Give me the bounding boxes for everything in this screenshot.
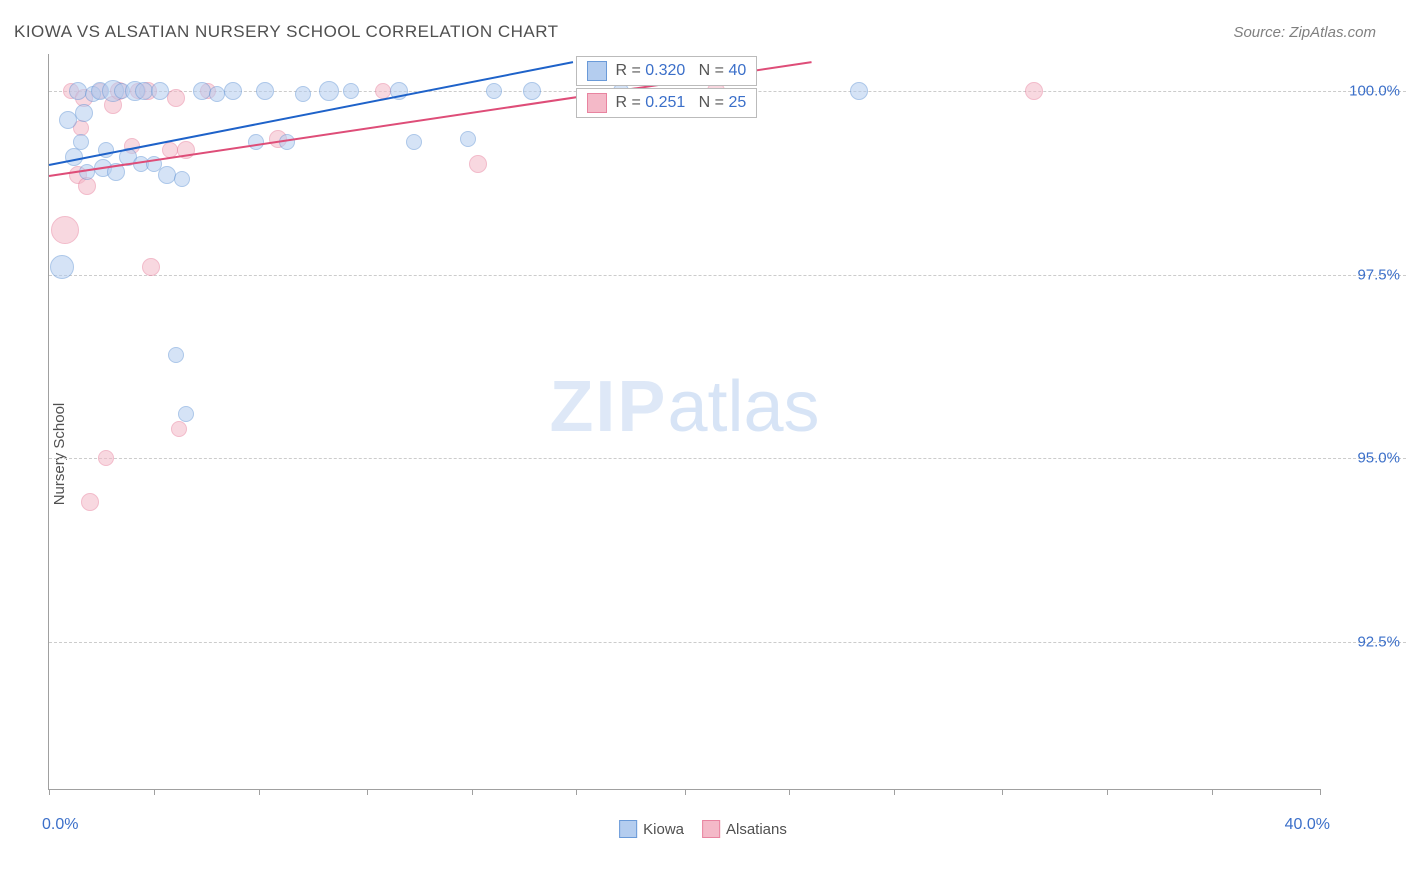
y-tick-label: 100.0%	[1349, 82, 1400, 99]
x-tick	[259, 789, 260, 795]
watermark: ZIPatlas	[549, 366, 819, 448]
scatter-point-kiowa	[343, 83, 359, 99]
scatter-point-kiowa	[460, 131, 476, 147]
y-tick-label: 95.0%	[1357, 450, 1400, 467]
scatter-point-kiowa	[151, 82, 169, 100]
scatter-point-alsatians	[81, 493, 99, 511]
legend-item-kiowa[interactable]: Kiowa	[619, 820, 684, 838]
scatter-point-kiowa	[209, 86, 225, 102]
x-tick	[576, 789, 577, 795]
gridline	[49, 275, 1406, 276]
scatter-point-alsatians	[1025, 82, 1043, 100]
scatter-point-kiowa	[406, 134, 422, 150]
x-tick	[789, 789, 790, 795]
watermark-light: atlas	[667, 367, 819, 447]
scatter-point-kiowa	[174, 171, 190, 187]
chart-container: Nursery School ZIPatlas 100.0%97.5%95.0%…	[0, 54, 1406, 854]
scatter-point-alsatians	[98, 450, 114, 466]
scatter-point-kiowa	[224, 82, 242, 100]
plot-area: ZIPatlas 100.0%97.5%95.0%92.5%R = 0.320 …	[48, 54, 1320, 790]
stat-text-kiowa: R = 0.320 N = 40	[615, 62, 746, 80]
scatter-point-kiowa	[178, 406, 194, 422]
scatter-point-kiowa	[75, 104, 93, 122]
x-axis-max-label: 40.0%	[1285, 816, 1330, 834]
x-axis-min-label: 0.0%	[42, 816, 78, 834]
x-tick	[894, 789, 895, 795]
scatter-point-kiowa	[69, 82, 87, 100]
scatter-point-kiowa	[256, 82, 274, 100]
x-tick	[49, 789, 50, 795]
scatter-point-kiowa	[850, 82, 868, 100]
legend-label-kiowa: Kiowa	[643, 821, 684, 838]
scatter-point-kiowa	[319, 81, 339, 101]
scatter-point-kiowa	[168, 347, 184, 363]
scatter-point-kiowa	[50, 255, 74, 279]
stat-box-alsatians: R = 0.251 N = 25	[576, 88, 757, 118]
x-tick	[685, 789, 686, 795]
x-tick	[1107, 789, 1108, 795]
x-tick	[367, 789, 368, 795]
legend-item-alsatians[interactable]: Alsatians	[702, 820, 787, 838]
scatter-point-alsatians	[171, 421, 187, 437]
x-tick	[1212, 789, 1213, 795]
scatter-point-alsatians	[469, 155, 487, 173]
scatter-point-kiowa	[523, 82, 541, 100]
stat-swatch-kiowa	[587, 61, 607, 81]
x-tick	[1320, 789, 1321, 795]
scatter-point-alsatians	[78, 177, 96, 195]
legend-swatch-kiowa	[619, 820, 637, 838]
x-tick	[1002, 789, 1003, 795]
gridline	[49, 458, 1406, 459]
stat-swatch-alsatians	[587, 93, 607, 113]
x-tick	[154, 789, 155, 795]
scatter-point-kiowa	[73, 134, 89, 150]
scatter-point-alsatians	[142, 258, 160, 276]
scatter-point-kiowa	[158, 166, 176, 184]
stat-text-alsatians: R = 0.251 N = 25	[615, 94, 746, 112]
trend-line-kiowa	[49, 61, 574, 166]
chart-title: KIOWA VS ALSATIAN NURSERY SCHOOL CORRELA…	[14, 22, 559, 42]
watermark-bold: ZIP	[549, 367, 667, 447]
scatter-point-kiowa	[193, 82, 211, 100]
scatter-point-alsatians	[51, 216, 79, 244]
scatter-point-kiowa	[486, 83, 502, 99]
stat-box-kiowa: R = 0.320 N = 40	[576, 56, 757, 86]
chart-source: Source: ZipAtlas.com	[1233, 24, 1376, 41]
gridline	[49, 642, 1406, 643]
y-tick-label: 97.5%	[1357, 266, 1400, 283]
legend-swatch-alsatians	[702, 820, 720, 838]
chart-header: KIOWA VS ALSATIAN NURSERY SCHOOL CORRELA…	[0, 0, 1406, 54]
scatter-point-kiowa	[295, 86, 311, 102]
x-tick	[472, 789, 473, 795]
legend-label-alsatians: Alsatians	[726, 821, 787, 838]
y-tick-label: 92.5%	[1357, 634, 1400, 651]
scatter-point-alsatians	[167, 89, 185, 107]
legend: Kiowa Alsatians	[619, 820, 787, 838]
